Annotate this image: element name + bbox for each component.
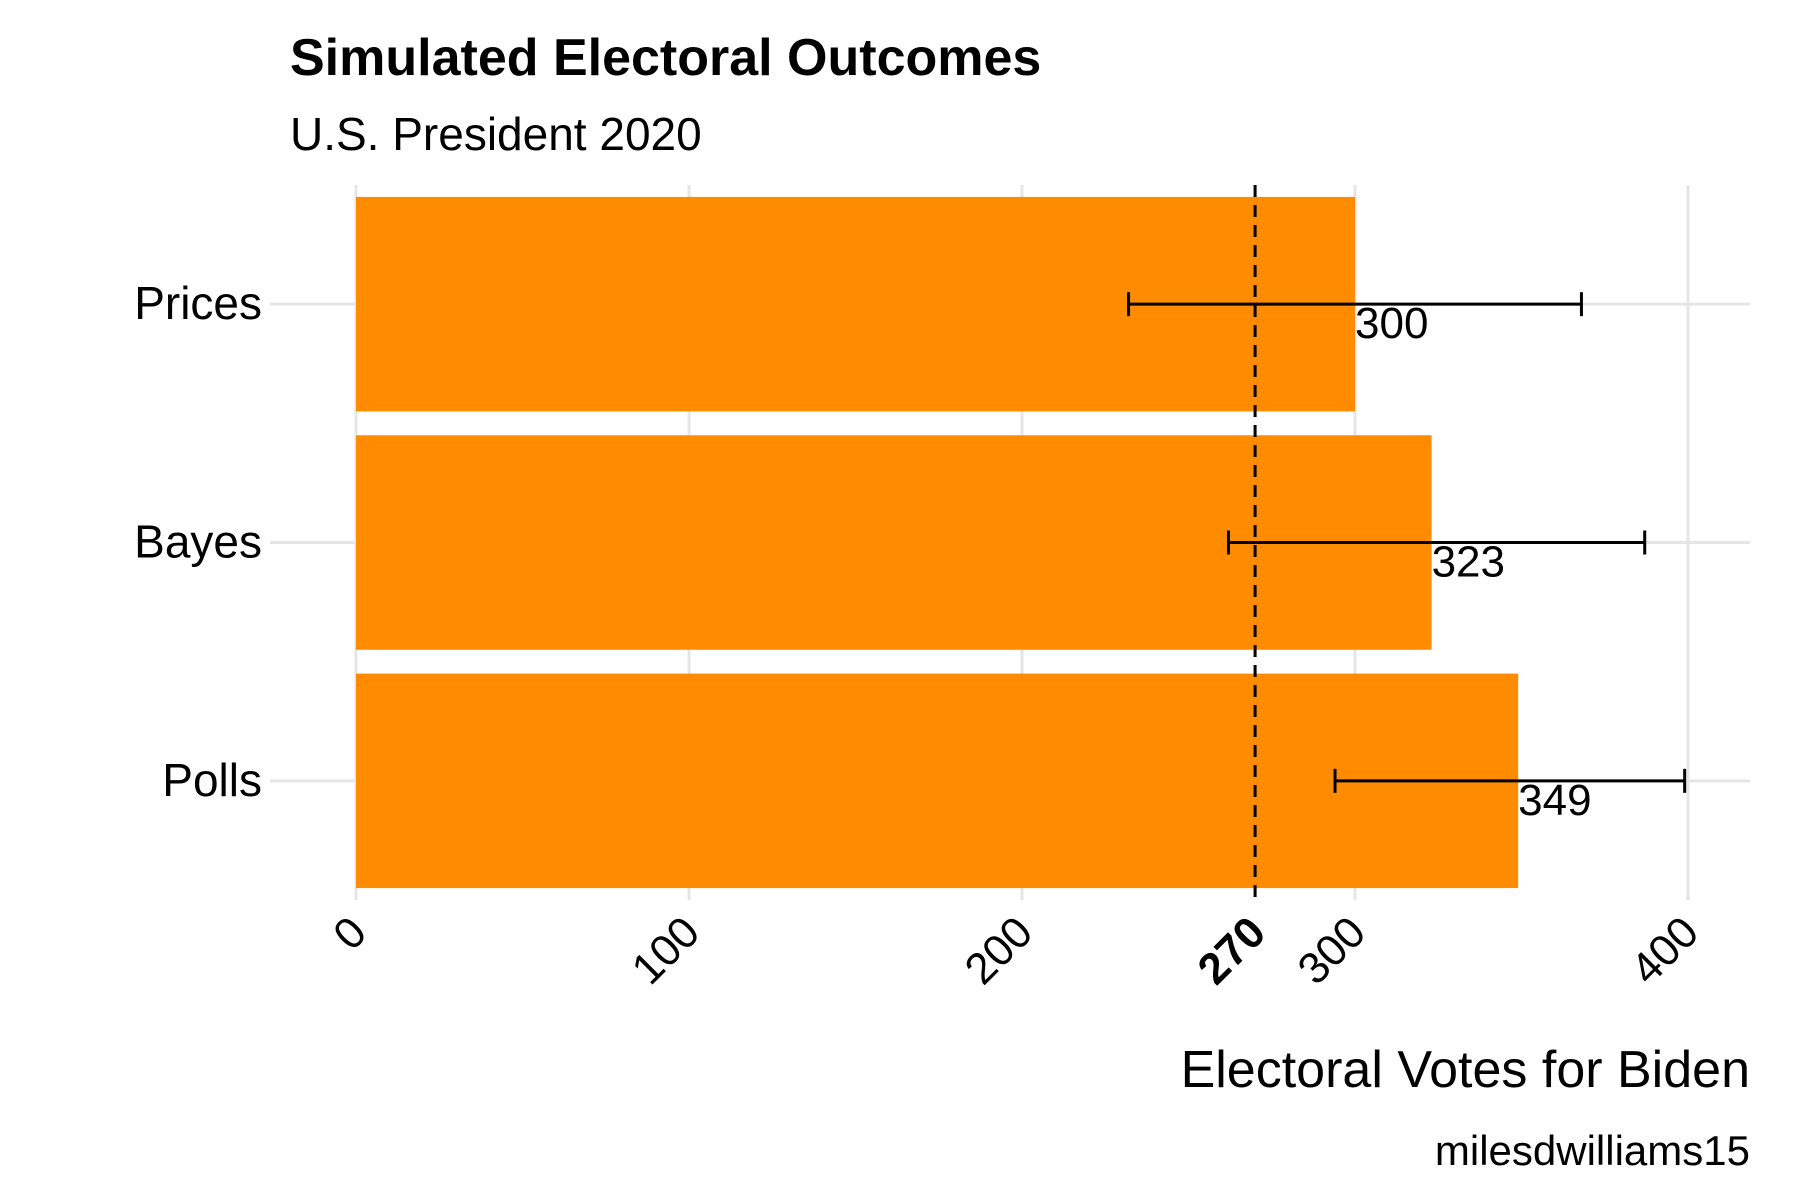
x-tick-label: 0 bbox=[324, 907, 376, 959]
error-bar-polls bbox=[1333, 768, 1687, 793]
chart-caption: milesdwilliams15 bbox=[1435, 1127, 1750, 1174]
x-tick-label: 200 bbox=[956, 907, 1043, 994]
y-axis-label: Polls bbox=[162, 754, 262, 806]
data-label: 323 bbox=[1432, 538, 1505, 587]
x-tick-label: 300 bbox=[1289, 907, 1376, 994]
error-bar-bayes bbox=[1226, 530, 1647, 555]
x-axis-title: Electoral Votes for Biden bbox=[1181, 1041, 1750, 1099]
data-labels: 300 323 349 bbox=[1355, 299, 1592, 825]
error-bars bbox=[1127, 292, 1687, 793]
data-label: 300 bbox=[1355, 299, 1428, 348]
y-axis-label: Prices bbox=[134, 277, 262, 329]
bar-polls bbox=[356, 673, 1519, 889]
chart-title: Simulated Electoral Outcomes bbox=[290, 29, 1041, 87]
error-bar-prices bbox=[1127, 292, 1583, 317]
x-axis-tick-labels: 0 100 200 270 300 400 bbox=[324, 907, 1708, 994]
x-tick-label: 100 bbox=[623, 907, 710, 994]
x-tick-label: 270 bbox=[1189, 907, 1276, 994]
chart-subtitle: U.S. President 2020 bbox=[290, 108, 702, 160]
y-axis-label: Bayes bbox=[134, 516, 262, 568]
x-tick-label: 400 bbox=[1622, 907, 1709, 994]
y-axis-labels: Prices Bayes Polls bbox=[134, 277, 262, 806]
data-label: 349 bbox=[1518, 776, 1591, 825]
